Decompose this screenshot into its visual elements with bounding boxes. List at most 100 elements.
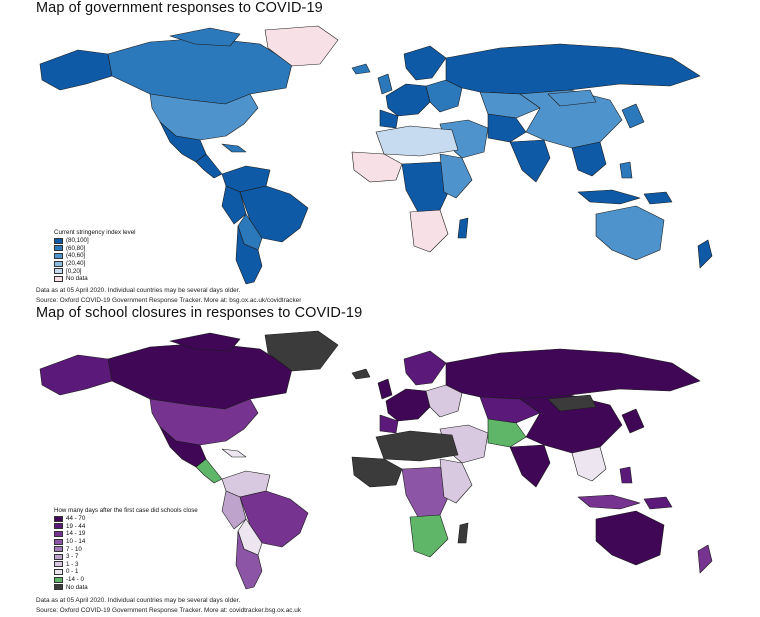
region-iberia (379, 414, 399, 434)
legend-label: (40,60] (66, 252, 86, 260)
legend-item: 7 - 10 (54, 545, 198, 553)
legend-swatch (54, 237, 63, 244)
region-west-africa (351, 151, 403, 183)
legend-label: [0,20] (66, 267, 82, 275)
region-east-africa (439, 153, 473, 199)
region-arctic-islands (169, 332, 241, 352)
region-philippines (619, 466, 633, 484)
region-canada (107, 342, 293, 410)
source-note: Source: Oxford COVID-19 Government Respo… (36, 607, 301, 614)
region-australia (595, 510, 665, 566)
map-title-school-closures: Map of school closures in responses to C… (36, 305, 363, 321)
legend-stringency: Current stringency index level (80,100](… (54, 229, 136, 283)
region-papua (643, 191, 673, 205)
region-kazakhstan (479, 396, 541, 424)
region-argentina-chile (235, 225, 263, 285)
region-madagascar (457, 522, 469, 544)
legend-label: (60,80] (66, 244, 86, 252)
region-russia (445, 348, 701, 400)
legend-item: 14 - 19 (54, 530, 198, 538)
region-mongolia (547, 89, 597, 107)
region-indonesia (577, 494, 641, 510)
region-greenland (264, 330, 339, 372)
legend-swatch (54, 515, 63, 522)
region-alaska (39, 49, 113, 91)
region-madagascar (457, 217, 469, 239)
legend-swatch (54, 530, 63, 537)
region-southeast-asia (571, 141, 607, 177)
legend-swatch (54, 523, 63, 530)
legend-label: 19 - 44 (66, 522, 86, 530)
legend-item: No data (54, 583, 198, 591)
region-korea-japan (621, 103, 645, 129)
region-argentina-chile (235, 530, 263, 590)
legend-item: (80,100] (54, 237, 136, 245)
region-arctic-islands (169, 27, 241, 47)
legend-swatch (54, 245, 63, 252)
region-korea-japan (621, 408, 645, 434)
legend-swatch (54, 584, 63, 591)
region-scandinavia (403, 45, 447, 81)
legend-label: No data (66, 583, 88, 591)
region-new-zealand (697, 239, 713, 269)
legend-item: 1 - 3 (54, 561, 198, 569)
legend-swatch (54, 252, 63, 259)
region-kazakhstan (479, 91, 541, 119)
region-alaska (39, 354, 113, 396)
region-australia (595, 205, 665, 261)
region-southeast-asia (571, 446, 607, 482)
legend-item: 44 - 70 (54, 515, 198, 523)
region-southern-africa (409, 514, 449, 558)
region-western-europe (385, 388, 431, 422)
source-note: Source: Oxford COVID-19 Government Respo… (36, 297, 302, 304)
legend-swatch (54, 260, 63, 267)
region-papua (643, 496, 673, 510)
region-peru-ecuador (221, 490, 247, 530)
region-iran-afghanistan (487, 418, 527, 448)
data-date-note: Data as at 05 April 2020. Individual cou… (36, 597, 241, 604)
legend-item: (40,60] (54, 252, 136, 260)
region-north-africa (375, 125, 459, 157)
region-west-africa (351, 456, 403, 488)
region-north-africa (375, 430, 459, 462)
region-mongolia (547, 394, 597, 412)
legend-title: How many days after the first case did s… (54, 507, 198, 514)
legend-item: 3 - 7 (54, 553, 198, 561)
legend-swatch (54, 275, 63, 282)
region-peru-ecuador (221, 185, 247, 225)
legend-label: 1 - 3 (66, 560, 79, 568)
legend-label: No data (66, 275, 88, 283)
region-usa (149, 93, 259, 141)
legend-swatch (54, 546, 63, 553)
region-southern-africa (409, 209, 449, 253)
legend-swatch (54, 553, 63, 560)
legend-item: 10 - 14 (54, 538, 198, 546)
legend-label: 7 - 10 (66, 545, 82, 553)
legend-item: 19 - 44 (54, 523, 198, 531)
legend-swatch (54, 568, 63, 575)
map-title-government-responses: Map of government responses to COVID-19 (36, 0, 323, 16)
region-east-africa (439, 458, 473, 504)
data-date-note: Data as at 05 April 2020. Individual cou… (36, 287, 241, 294)
region-uk-ireland (377, 73, 393, 95)
legend-label: 3 - 7 (66, 553, 79, 561)
legend-item: (60,80] (54, 245, 136, 253)
legend-swatch (54, 576, 63, 583)
legend-label: (20,40] (66, 260, 86, 268)
region-russia (445, 43, 701, 95)
region-canada (107, 37, 293, 105)
legend-swatch (54, 538, 63, 545)
legend-swatch (54, 561, 63, 568)
legend-title: Current stringency index level (54, 229, 136, 236)
legend-label: 0 - 1 (66, 568, 79, 576)
legend-school-closures: How many days after the first case did s… (54, 507, 198, 591)
region-western-europe (385, 83, 431, 117)
legend-label: -14 - 0 (66, 576, 84, 584)
legend-label: 44 - 70 (66, 515, 86, 523)
legend-item: No data (54, 275, 136, 283)
legend-item: (20,40] (54, 260, 136, 268)
legend-label: (80,100] (66, 237, 89, 245)
region-indonesia (577, 189, 641, 205)
region-iceland (351, 63, 371, 75)
region-iran-afghanistan (487, 113, 527, 143)
